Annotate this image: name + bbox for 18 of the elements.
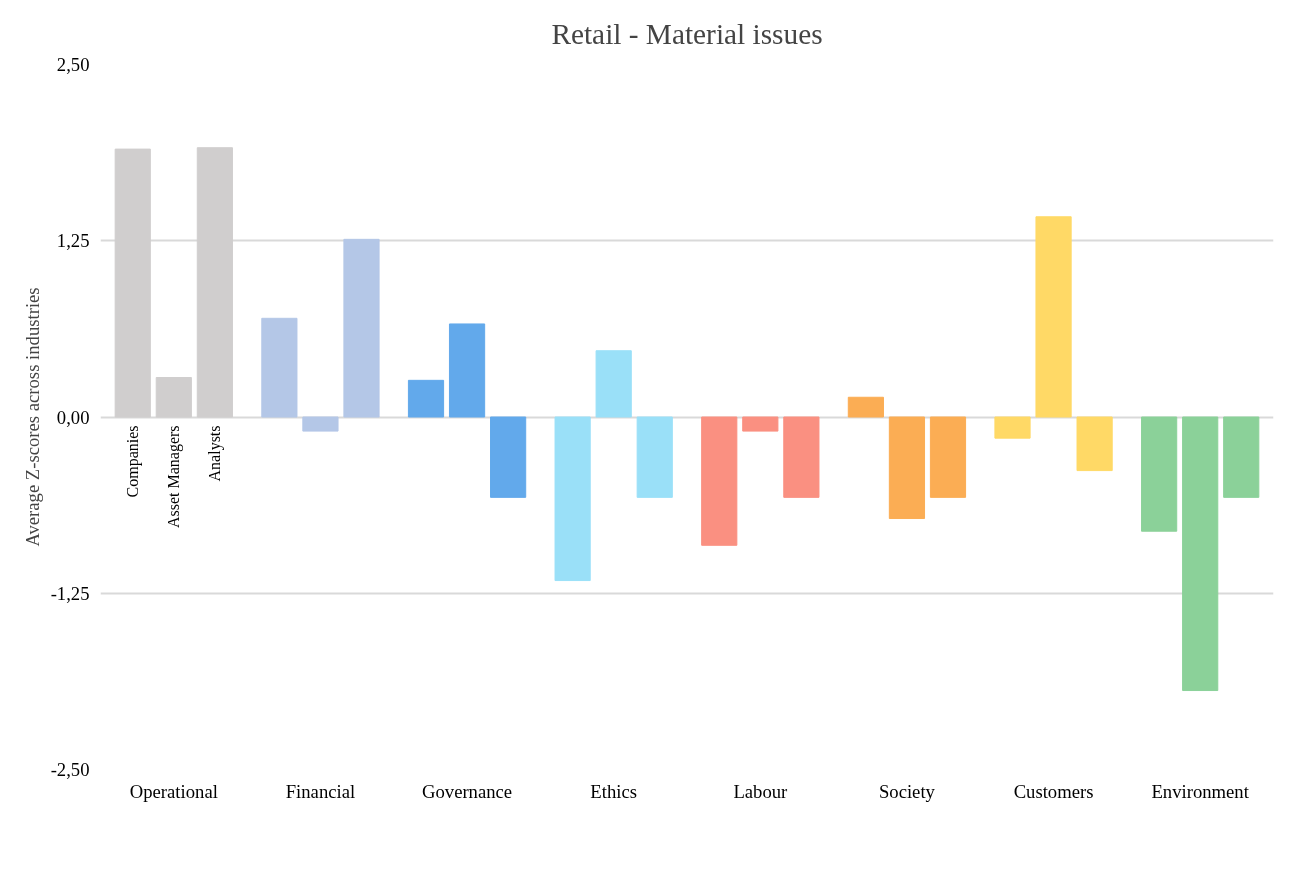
x-tick-label: Society <box>878 780 936 802</box>
y-tick-label: -2,50 <box>50 759 90 780</box>
x-tick-label: Customers <box>1013 780 1094 802</box>
y-tick-label: -1,25 <box>50 582 90 604</box>
x-tick-label: Labour <box>733 780 789 802</box>
y-axis-title: Average Z-scores across industries <box>21 287 43 547</box>
chart-title: Retail - Material issues <box>551 17 823 50</box>
text: Companies <box>124 425 143 498</box>
x-tick-label: Operational <box>129 780 218 802</box>
x-tick-label: Financial <box>285 780 356 802</box>
x-tick-label: Environment <box>1151 780 1250 802</box>
y-tick-label: 0,00 <box>56 406 90 428</box>
text: Asset Managers <box>165 425 184 529</box>
y-tick-label: 1,25 <box>56 230 90 252</box>
x-tick-label: Governance <box>422 780 513 802</box>
y-tick-label: 2,50 <box>56 54 90 75</box>
text: Analysts <box>206 425 225 482</box>
x-tick-label: Ethics <box>590 780 638 802</box>
